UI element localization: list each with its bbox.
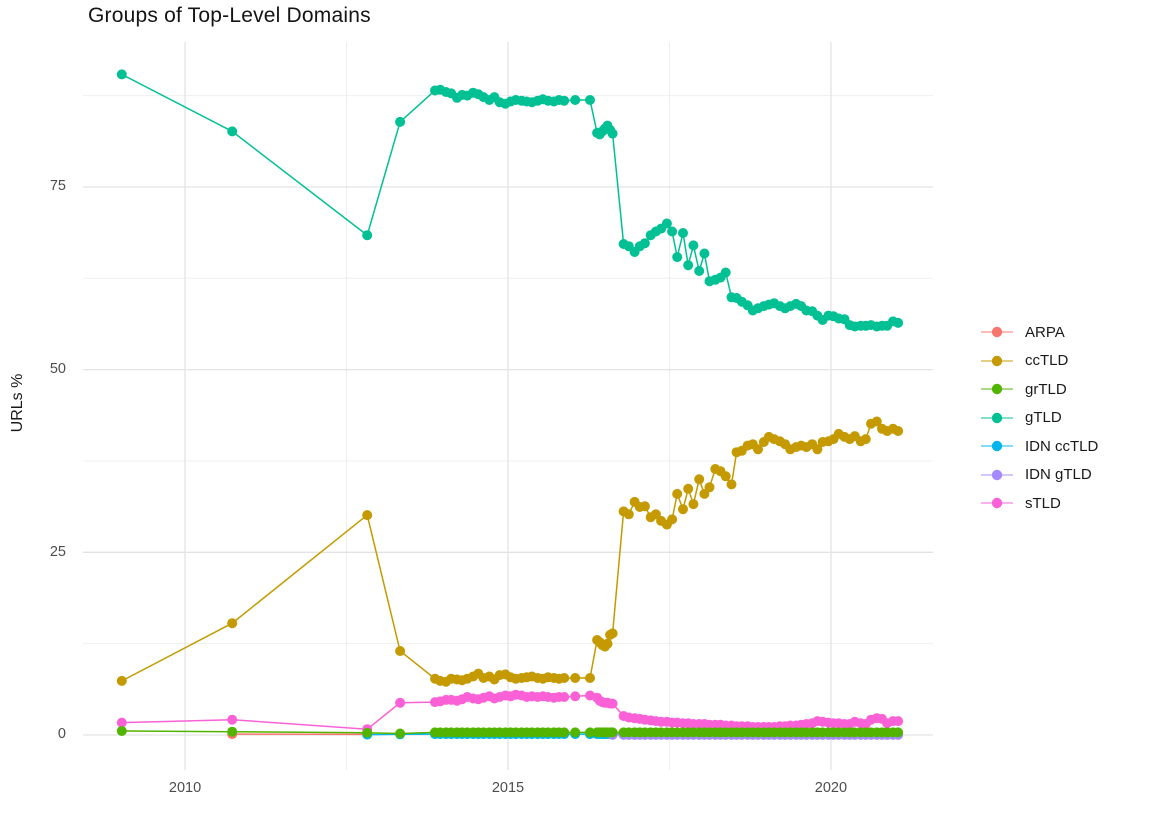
data-point bbox=[559, 727, 570, 738]
data-point bbox=[893, 426, 904, 436]
data-point bbox=[585, 727, 595, 738]
data-point bbox=[694, 474, 705, 485]
legend-label: ARPA bbox=[1025, 323, 1065, 341]
gridlines bbox=[83, 42, 933, 770]
data-point bbox=[116, 675, 127, 686]
data-point bbox=[893, 317, 904, 328]
data-point bbox=[639, 501, 650, 512]
data-point bbox=[726, 479, 737, 490]
data-point bbox=[607, 628, 618, 639]
data-point bbox=[395, 728, 406, 739]
legend-key-icon bbox=[981, 498, 1013, 509]
legend-item-grtld: grTLD bbox=[980, 375, 1098, 404]
data-point bbox=[860, 434, 871, 445]
legend-key-icon bbox=[981, 469, 1013, 480]
data-point bbox=[607, 698, 618, 709]
data-point bbox=[395, 697, 406, 708]
series-grTLD bbox=[116, 726, 904, 739]
legend-label: IDN ccTLD bbox=[1025, 437, 1099, 455]
legend-key-icon bbox=[981, 412, 1013, 423]
data-point bbox=[395, 646, 406, 656]
data-point bbox=[227, 726, 238, 737]
data-point bbox=[812, 444, 823, 455]
legend-key-icon bbox=[981, 384, 1013, 395]
data-point bbox=[585, 95, 595, 105]
series-gTLD bbox=[116, 69, 904, 332]
data-point bbox=[116, 717, 127, 728]
data-point bbox=[893, 716, 904, 727]
series-ccTLD bbox=[116, 416, 904, 687]
data-point bbox=[602, 638, 613, 649]
legend: ARPA ccTLD grTLD gTLD IDN ccTLD IDN gTLD sTLD bbox=[980, 318, 1098, 518]
data-point bbox=[694, 266, 705, 276]
data-point bbox=[639, 238, 650, 249]
data-point bbox=[570, 727, 581, 738]
y-tick-label: 0 bbox=[57, 726, 66, 743]
data-point bbox=[753, 444, 763, 455]
chart-title: Groups of Top-Level Domains bbox=[88, 4, 371, 27]
data-point bbox=[607, 128, 618, 139]
data-point bbox=[720, 267, 731, 278]
legend-label: gTLD bbox=[1025, 409, 1062, 427]
legend-item-stld: sTLD bbox=[980, 489, 1098, 518]
data-point bbox=[667, 226, 678, 237]
legend-label: grTLD bbox=[1025, 380, 1067, 398]
x-tick-label: 2010 bbox=[168, 780, 202, 796]
legend-label: ccTLD bbox=[1025, 352, 1069, 370]
data-point bbox=[678, 228, 688, 238]
y-tick-label: 25 bbox=[49, 543, 66, 560]
data-point bbox=[683, 483, 694, 494]
legend-label: IDN gTLD bbox=[1025, 466, 1092, 484]
data-point bbox=[362, 727, 373, 738]
data-point bbox=[570, 691, 581, 702]
x-tick-label: 2015 bbox=[491, 780, 525, 796]
data-point bbox=[699, 248, 710, 259]
data-point bbox=[688, 499, 699, 510]
legend-key-icon bbox=[981, 327, 1013, 338]
data-point bbox=[704, 482, 715, 493]
data-point bbox=[570, 95, 581, 105]
data-point bbox=[683, 260, 694, 271]
data-point bbox=[893, 727, 904, 738]
y-tick-label: 75 bbox=[49, 178, 66, 195]
data-point bbox=[362, 230, 373, 241]
data-point bbox=[116, 726, 127, 736]
data-point bbox=[559, 673, 570, 683]
data-point bbox=[570, 673, 581, 683]
legend-key-icon bbox=[981, 355, 1013, 366]
data-point bbox=[362, 510, 373, 521]
data-point bbox=[559, 95, 570, 106]
data-point bbox=[559, 692, 570, 702]
series-ARPA bbox=[227, 729, 373, 740]
data-point bbox=[395, 116, 406, 127]
legend-item-cctld: ccTLD bbox=[980, 347, 1098, 376]
data-point bbox=[607, 727, 618, 738]
data-point bbox=[227, 714, 238, 725]
data-point bbox=[678, 504, 688, 515]
data-point bbox=[623, 509, 634, 520]
legend-label: sTLD bbox=[1025, 494, 1061, 512]
data-point bbox=[227, 618, 238, 629]
data-point bbox=[116, 69, 127, 80]
data-point bbox=[661, 218, 672, 229]
data-point bbox=[585, 673, 595, 683]
data-point bbox=[720, 471, 731, 482]
x-tick-label: 2020 bbox=[814, 780, 848, 796]
data-point bbox=[672, 488, 683, 499]
legend-item-idn-cctld: IDN ccTLD bbox=[980, 432, 1098, 461]
legend-key-icon bbox=[981, 441, 1013, 452]
legend-item-gtld: gTLD bbox=[980, 404, 1098, 433]
y-tick-label: 50 bbox=[49, 361, 66, 378]
data-point bbox=[667, 514, 678, 525]
data-point bbox=[871, 416, 882, 427]
legend-item-idn-gtld: IDN gTLD bbox=[980, 461, 1098, 490]
data-point bbox=[672, 252, 683, 263]
data-point bbox=[688, 240, 699, 251]
data-point bbox=[227, 126, 238, 137]
legend-item-arpa: ARPA bbox=[980, 318, 1098, 347]
